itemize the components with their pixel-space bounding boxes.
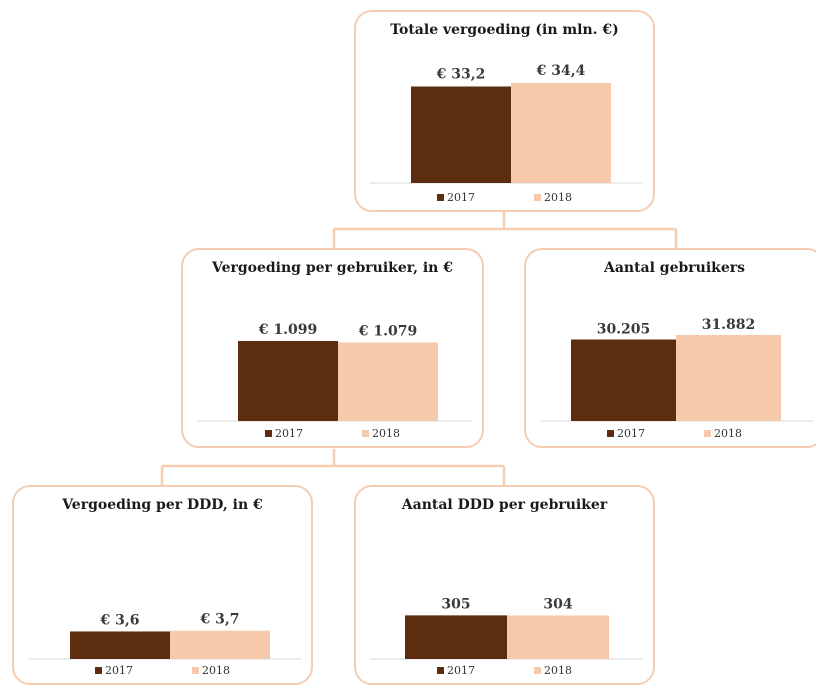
legend-label-2017: 2017 bbox=[275, 427, 303, 440]
chart-title: Aantal DDD per gebruiker bbox=[401, 497, 608, 513]
legend-label-2017: 2017 bbox=[447, 664, 475, 677]
legend-swatch-2018 bbox=[534, 667, 541, 674]
data-label-2018: € 1.079 bbox=[358, 323, 417, 339]
legend-label-2018: 2018 bbox=[544, 191, 572, 204]
bar-2018 bbox=[511, 83, 611, 183]
legend-label-2017: 2017 bbox=[105, 664, 133, 677]
legend-swatch-2017 bbox=[437, 194, 444, 201]
chart-card-vergoeding-per-ddd: Vergoeding per DDD, in € € 3,6 € 3,7 2017 2… bbox=[12, 485, 313, 685]
data-label-2018: € 34,4 bbox=[536, 63, 586, 79]
bar-2017 bbox=[411, 86, 511, 183]
legend-label-2018: 2018 bbox=[202, 664, 230, 677]
legend-label-2017: 2017 bbox=[447, 191, 475, 204]
chart-title: Vergoeding per gebruiker, in € bbox=[212, 260, 453, 276]
bar-2017 bbox=[238, 341, 338, 421]
chart-title: Totale vergoeding (in mln. €) bbox=[390, 22, 619, 38]
data-label-2017: € 3,6 bbox=[100, 612, 140, 628]
legend-swatch-2017 bbox=[95, 667, 102, 674]
bar-2017 bbox=[571, 339, 676, 421]
chart-card-aantal-ddd-per-gebruiker: Aantal DDD per gebruiker 305 304 2017 2018 bbox=[354, 485, 655, 685]
legend-label-2017: 2017 bbox=[617, 427, 645, 440]
chart-svg: 305 304 2017 2018 bbox=[370, 596, 643, 677]
bar-2018 bbox=[676, 335, 781, 421]
legend-swatch-2018 bbox=[704, 430, 711, 437]
chart-card-vergoeding-per-gebruiker: Vergoeding per gebruiker, in € € 1.099 € … bbox=[181, 248, 484, 448]
chart-svg: € 1.099 € 1.079 2017 2018 bbox=[197, 322, 472, 440]
data-label-2018: € 3,7 bbox=[200, 612, 240, 628]
legend-swatch-2017 bbox=[437, 667, 444, 674]
chart-svg: 30.205 31.882 2017 2018 bbox=[540, 317, 813, 440]
legend-swatch-2018 bbox=[362, 430, 369, 437]
data-label-2017: 30.205 bbox=[597, 322, 651, 338]
legend-label-2018: 2018 bbox=[372, 427, 400, 440]
chart-card-totale-vergoeding: Totale vergoeding (in mln. €) € 33,2 € 34… bbox=[354, 10, 655, 212]
legend-swatch-2018 bbox=[192, 667, 199, 674]
chart-title: Vergoeding per DDD, in € bbox=[62, 497, 263, 513]
bar-2017 bbox=[70, 631, 170, 659]
data-label-2018: 304 bbox=[543, 597, 572, 613]
bar-2017 bbox=[405, 615, 507, 659]
chart-svg: € 33,2 € 34,4 2017 2018 bbox=[370, 63, 643, 204]
bar-2018 bbox=[507, 615, 609, 659]
chart-card-aantal-gebruikers: Aantal gebruikers 30.205 31.882 2017 2018 bbox=[524, 248, 816, 448]
bar-2018 bbox=[338, 342, 438, 421]
legend-swatch-2017 bbox=[607, 430, 614, 437]
bar-2018 bbox=[170, 630, 270, 659]
legend-swatch-2017 bbox=[265, 430, 272, 437]
legend-swatch-2018 bbox=[534, 194, 541, 201]
legend-label-2018: 2018 bbox=[544, 664, 572, 677]
data-label-2017: € 1.099 bbox=[258, 322, 317, 338]
data-label-2017: € 33,2 bbox=[436, 66, 486, 82]
data-label-2018: 31.882 bbox=[702, 317, 756, 333]
chart-title: Aantal gebruikers bbox=[603, 260, 746, 276]
legend-label-2018: 2018 bbox=[714, 427, 742, 440]
chart-svg: € 3,6 € 3,7 2017 2018 bbox=[28, 612, 301, 677]
data-label-2017: 305 bbox=[441, 596, 470, 612]
